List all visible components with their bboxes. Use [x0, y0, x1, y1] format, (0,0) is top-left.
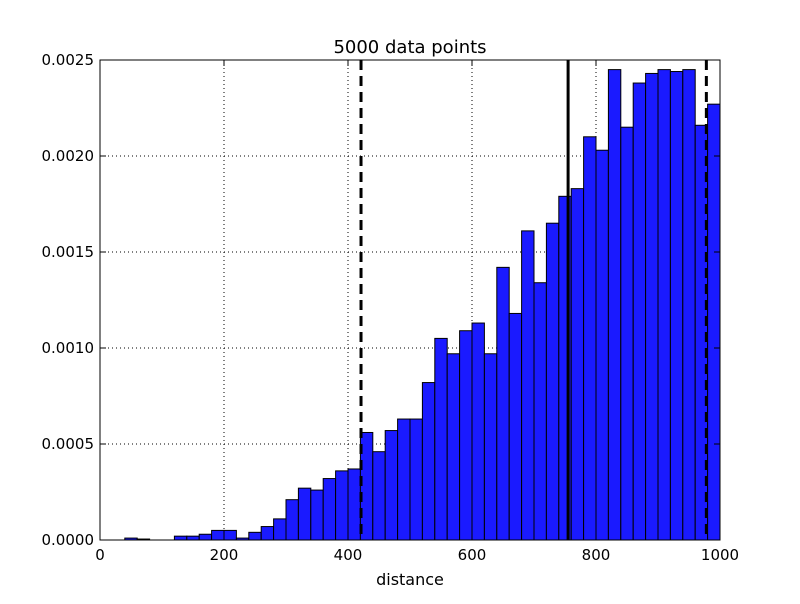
histogram-bar: [446, 353, 461, 541]
y-tick-label: 0.0015: [42, 243, 95, 261]
histogram-bar: [508, 312, 523, 541]
histogram-bar: [260, 526, 275, 541]
histogram-bar: [384, 430, 399, 541]
histogram-bar: [669, 71, 684, 541]
histogram-bar: [521, 230, 535, 541]
x-tick-label: 0: [95, 546, 105, 564]
histogram-bar: [285, 499, 299, 541]
histogram-bar: [620, 126, 634, 541]
histogram-bar: [471, 322, 485, 541]
histogram-bar: [583, 136, 597, 541]
y-tick-label: 0.0020: [42, 147, 95, 165]
histogram-bar: [645, 72, 659, 541]
x-tick-label: 200: [210, 546, 239, 564]
histogram-bar: [707, 103, 721, 541]
histogram-bar: [335, 470, 349, 541]
histogram-bar: [397, 418, 411, 541]
histogram-bar: [483, 353, 498, 541]
histogram-bar: [459, 330, 473, 541]
x-tick-label: 1000: [701, 546, 739, 564]
histogram-bar: [322, 478, 337, 541]
histogram-bar: [657, 69, 671, 541]
histogram-bar: [186, 535, 200, 541]
histogram-bar: [533, 282, 547, 541]
y-tick-label: 0.0005: [42, 435, 95, 453]
chart-title: 5000 data points: [333, 37, 486, 58]
histogram-bar: [297, 487, 312, 541]
y-tick-label: 0.0025: [42, 51, 95, 69]
x-tick-label: 800: [582, 546, 611, 564]
histogram-bar: [198, 533, 213, 541]
histogram-bar: [570, 188, 585, 541]
plot-frame: [99, 59, 721, 541]
histogram-bar: [173, 535, 188, 541]
y-tick-label: 0.0000: [42, 531, 95, 549]
y-tick-label: 0.0010: [42, 339, 95, 357]
reference-lines: [359, 60, 708, 540]
x-tick-label: 600: [458, 546, 487, 564]
histogram-bar: [273, 518, 287, 541]
histogram-bar: [223, 529, 237, 541]
histogram-bar: [211, 529, 225, 541]
histogram-bar: [310, 489, 324, 541]
histogram-bar: [496, 266, 510, 541]
histogram-bar: [434, 337, 448, 541]
histogram-bar: [347, 468, 361, 541]
histogram-bar: [607, 69, 622, 541]
histogram-bar: [409, 418, 423, 541]
histogram-bar: [421, 382, 436, 541]
histogram-bar: [682, 69, 696, 541]
histogram-bar: [248, 531, 262, 541]
histogram-bar: [372, 451, 386, 541]
axis-ticks: 0 200 400 600 800 1000 0.0000 0.0005 0.0010 0.001…: [42, 51, 740, 564]
histogram-bar: [595, 149, 609, 541]
x-axis-label: distance: [376, 570, 444, 589]
histogram-bar: [632, 82, 647, 541]
x-tick-label: 400: [334, 546, 363, 564]
histogram-bar: [545, 222, 560, 541]
